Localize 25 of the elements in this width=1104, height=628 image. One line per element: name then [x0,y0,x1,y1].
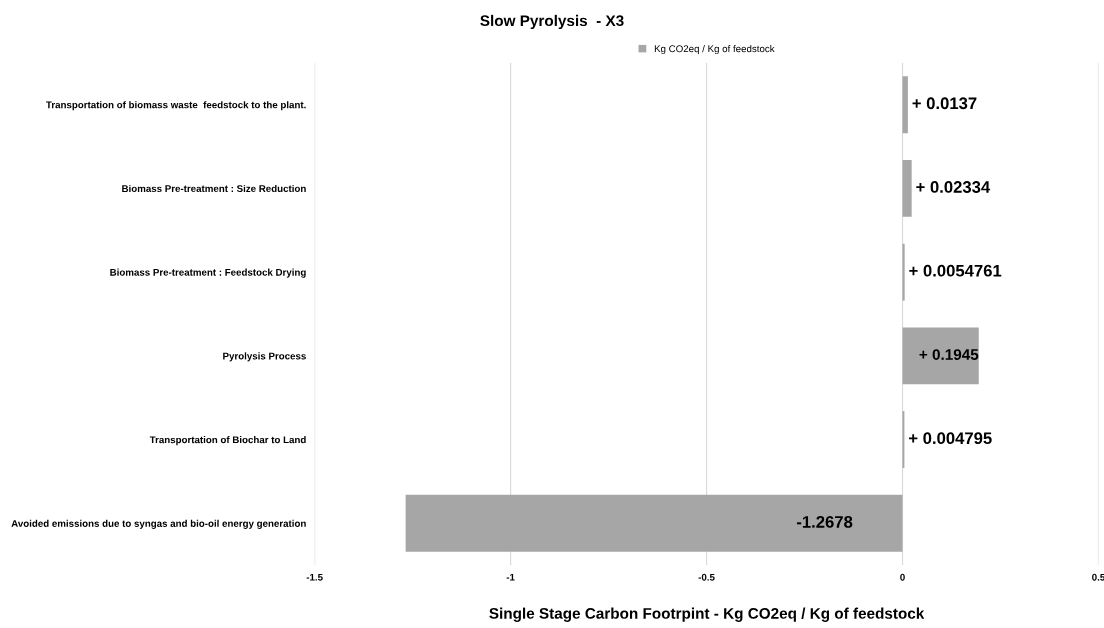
bar [405,494,903,552]
legend-label: Kg CO2eq / Kg of feedstock [654,44,775,55]
x-axis-title: Single Stage Carbon Footrpint - Kg CO2eq / Kg of feedstock [489,607,925,622]
data-label: -1.2678 [796,516,853,528]
x-tick-label: -1.5 [306,573,323,581]
y-tick-label: Transportation of Biochar to Land [149,436,306,446]
bar [902,159,912,217]
y-tick-label: Avoided emissions due to syngas and bio-oil energy generation [11,519,306,529]
y-tick-label: Biomass Pre-treatment : Feedstock Drying [110,268,306,278]
y-tick-label: Transportation of biomass waste feedstock to the plant. [46,101,306,111]
x-tick-label: 0.5 [1092,573,1104,581]
data-label: + 0.0137 [912,97,977,110]
x-tick-label: 0 [900,573,905,581]
bar [902,327,979,385]
data-label: + 0.02334 [916,181,991,193]
data-label: + 0.1945 [919,349,979,360]
bar [902,243,905,301]
x-tick-label: -0.5 [698,573,715,581]
y-tick-label: Biomass Pre-treatment : Size Reduction [122,184,306,193]
x-tick-label: -1 [506,573,515,581]
data-label: + 0.0054761 [909,264,1002,277]
data-label: + 0.004795 [909,432,992,445]
chart-title: Slow Pyrolysis - X3 [480,14,624,30]
y-tick-label: Pyrolysis Process [223,352,306,362]
bar [902,76,908,134]
